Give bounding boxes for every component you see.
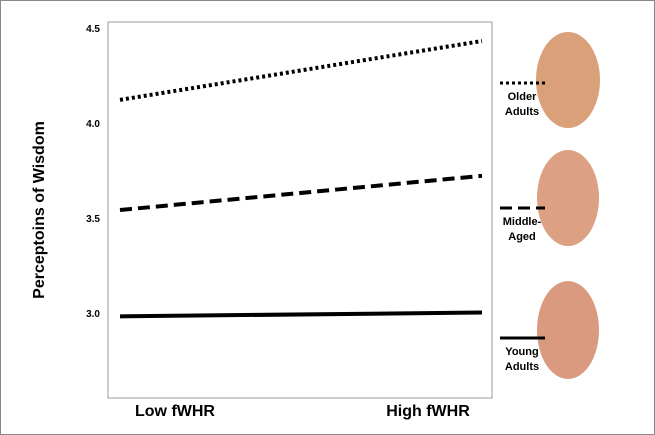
y-tick-label: 4.5 bbox=[86, 24, 100, 35]
page: Perceptoins of Wisdom 3.0 3.5 4.0 4.5 Low fW… bbox=[0, 0, 655, 435]
chart: Perceptoins of Wisdom 3.0 3.5 4.0 4.5 Low fW… bbox=[0, 0, 655, 435]
series-line bbox=[120, 176, 482, 210]
legend-label: Older Adults bbox=[497, 90, 547, 120]
y-axis-label: Perceptoins of Wisdom bbox=[31, 121, 48, 299]
x-tick-label: High fWHR bbox=[386, 403, 470, 420]
y-tick-label: 3.0 bbox=[86, 309, 100, 320]
plot-frame bbox=[108, 22, 492, 398]
faces bbox=[536, 32, 600, 379]
series-line bbox=[120, 41, 482, 100]
y-tick-label: 4.0 bbox=[86, 119, 100, 130]
series-line bbox=[120, 313, 482, 317]
y-tick-label: 3.5 bbox=[86, 214, 100, 225]
legend-label: Young Adults bbox=[497, 345, 547, 375]
x-tick-label: Low fWHR bbox=[135, 403, 215, 420]
legend-label: Middle-Aged bbox=[497, 215, 547, 245]
